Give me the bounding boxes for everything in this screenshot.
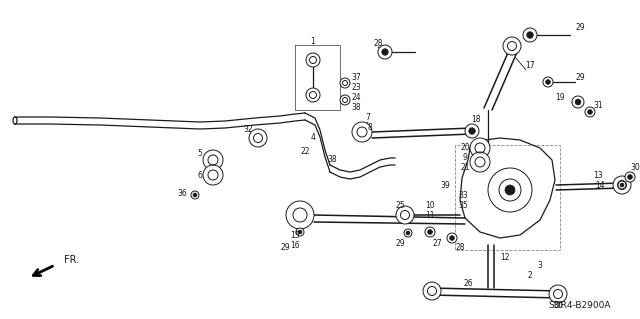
Circle shape — [286, 201, 314, 229]
Circle shape — [543, 77, 553, 87]
Circle shape — [423, 282, 441, 300]
Circle shape — [613, 176, 631, 194]
Text: 37: 37 — [351, 72, 361, 81]
Circle shape — [628, 175, 632, 179]
Circle shape — [340, 95, 350, 105]
Circle shape — [193, 193, 197, 197]
Circle shape — [447, 233, 457, 243]
Circle shape — [527, 32, 533, 38]
Text: 29: 29 — [575, 24, 585, 33]
Circle shape — [625, 172, 635, 182]
Text: 33: 33 — [458, 190, 468, 199]
Circle shape — [306, 53, 320, 67]
Text: 14: 14 — [595, 181, 605, 189]
Circle shape — [549, 285, 567, 303]
Circle shape — [203, 165, 223, 185]
Text: 13: 13 — [593, 170, 603, 180]
Text: 38: 38 — [351, 102, 361, 112]
Text: 11: 11 — [425, 211, 435, 219]
Circle shape — [396, 206, 414, 224]
Text: 29: 29 — [575, 73, 585, 83]
Circle shape — [505, 185, 515, 195]
Text: 39: 39 — [440, 181, 450, 189]
Text: 9: 9 — [463, 153, 467, 162]
Text: 29: 29 — [395, 239, 405, 248]
Circle shape — [488, 168, 532, 212]
Text: FR.: FR. — [65, 255, 79, 265]
Circle shape — [465, 124, 479, 138]
Text: 6: 6 — [198, 170, 202, 180]
Text: 12: 12 — [500, 254, 509, 263]
Circle shape — [352, 122, 372, 142]
Circle shape — [382, 49, 388, 55]
Circle shape — [306, 88, 320, 102]
Text: 16: 16 — [290, 241, 300, 249]
Text: 8: 8 — [367, 123, 372, 132]
Circle shape — [249, 129, 267, 147]
Circle shape — [298, 230, 302, 234]
Text: 4: 4 — [310, 132, 316, 142]
Circle shape — [191, 191, 199, 199]
Circle shape — [428, 230, 432, 234]
Text: 23: 23 — [351, 83, 361, 92]
Text: 30: 30 — [630, 164, 640, 173]
Circle shape — [406, 231, 410, 235]
Circle shape — [503, 37, 521, 55]
Circle shape — [378, 45, 392, 59]
Circle shape — [585, 107, 595, 117]
Text: 27: 27 — [432, 239, 442, 248]
Circle shape — [404, 229, 412, 237]
Text: 17: 17 — [525, 61, 535, 70]
Text: 15: 15 — [290, 231, 300, 240]
Circle shape — [425, 227, 435, 237]
Ellipse shape — [13, 117, 17, 124]
Text: 22: 22 — [300, 147, 310, 157]
Circle shape — [575, 99, 580, 105]
Text: 32: 32 — [243, 125, 253, 135]
Circle shape — [588, 110, 592, 114]
Circle shape — [469, 128, 475, 134]
Text: 26: 26 — [463, 279, 473, 288]
Text: 7: 7 — [365, 114, 371, 122]
Circle shape — [203, 150, 223, 170]
Circle shape — [572, 96, 584, 108]
Text: 28: 28 — [455, 243, 465, 253]
Circle shape — [618, 181, 626, 189]
Text: 10: 10 — [425, 201, 435, 210]
Text: 28: 28 — [373, 39, 383, 48]
Text: 24: 24 — [351, 93, 361, 101]
Text: 31: 31 — [593, 100, 603, 109]
Text: 19: 19 — [555, 93, 565, 102]
Text: 1: 1 — [310, 38, 316, 47]
Circle shape — [340, 78, 350, 88]
Circle shape — [450, 236, 454, 240]
Text: 18: 18 — [471, 115, 481, 124]
Text: 3: 3 — [538, 261, 543, 270]
Text: 21: 21 — [460, 164, 470, 173]
Circle shape — [296, 228, 304, 236]
Circle shape — [620, 183, 624, 187]
Text: 20: 20 — [460, 144, 470, 152]
Text: 25: 25 — [395, 201, 405, 210]
Circle shape — [470, 138, 490, 158]
Text: 35: 35 — [458, 201, 468, 210]
Circle shape — [523, 28, 537, 42]
Text: SDR4-B2900A: SDR4-B2900A — [548, 300, 611, 309]
Text: 36: 36 — [177, 189, 187, 197]
Text: 2: 2 — [527, 271, 532, 279]
Text: 29: 29 — [280, 243, 290, 253]
Circle shape — [546, 80, 550, 84]
Text: 30: 30 — [553, 300, 563, 309]
Text: 38: 38 — [327, 155, 337, 165]
Text: 5: 5 — [198, 149, 202, 158]
Circle shape — [470, 152, 490, 172]
